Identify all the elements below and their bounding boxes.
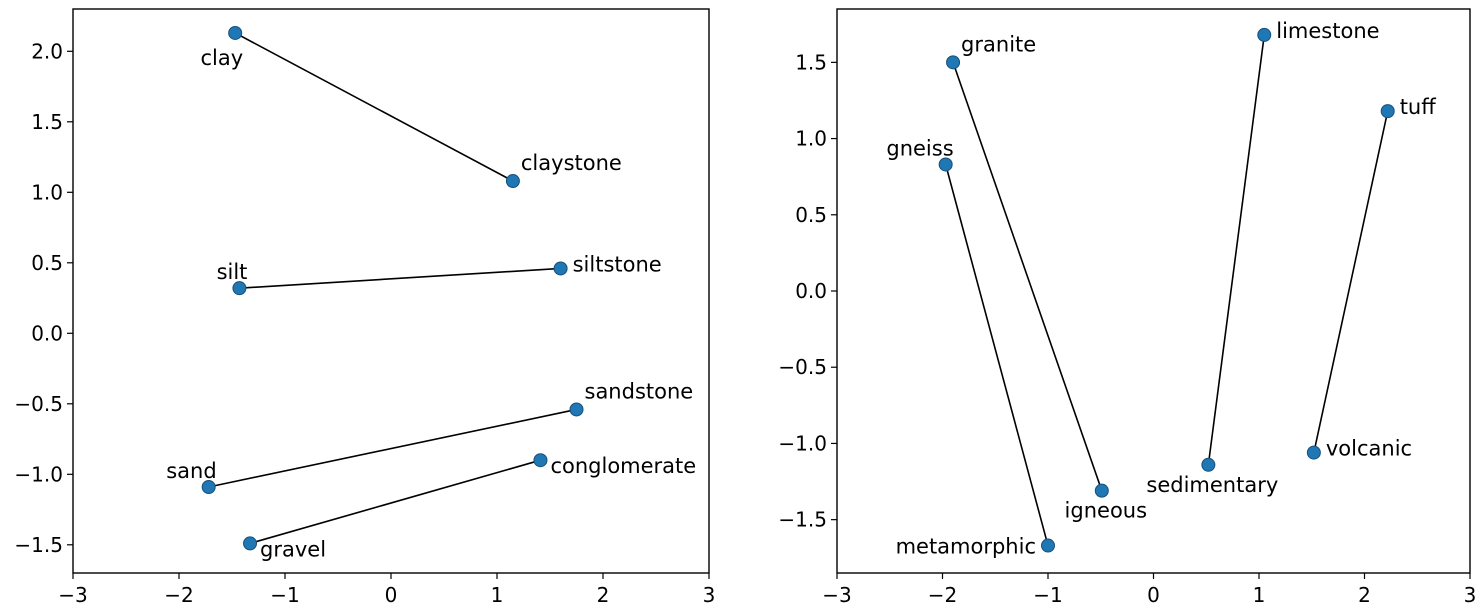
point-marker-sedimentary (1201, 457, 1216, 472)
axes-frame (72, 8, 710, 574)
point-label-siltstone: siltstone (573, 252, 662, 276)
pair-line-granite-igneous (952, 62, 1103, 491)
y-tick-label: 0.5 (795, 203, 827, 227)
point-marker-granite (946, 55, 961, 70)
point-label-igneous: igneous (1065, 499, 1148, 523)
x-tick-label: 1 (491, 583, 504, 607)
x-tick-label: 0 (1147, 583, 1160, 607)
y-tick-label: 1.0 (31, 180, 63, 204)
pair-line-limestone-sedimentary (1207, 34, 1266, 465)
y-tick-label: −1.0 (778, 431, 827, 455)
point-marker-limestone (1257, 27, 1272, 42)
x-tick-label: 1 (1253, 583, 1266, 607)
point-label-silt: silt (217, 260, 248, 284)
y-tick-label: −1.0 (14, 462, 63, 486)
x-tick-label: 3 (703, 583, 716, 607)
y-tick-label: −1.5 (778, 508, 827, 532)
point-label-volcanic: volcanic (1326, 437, 1412, 461)
pair-line-gravel-conglomerate (249, 459, 541, 545)
pair-line-sand-sandstone (208, 408, 577, 488)
pair-line-gneiss-metamorphic (944, 164, 1049, 546)
point-label-claystone: claystone (521, 151, 622, 175)
y-tick-label: −0.5 (14, 392, 63, 416)
pair-line-clay-claystone (234, 32, 514, 182)
y-tick-label: 1.5 (795, 50, 827, 74)
y-tick-label: −1.5 (14, 533, 63, 557)
y-tick-label: 1.0 (795, 127, 827, 151)
point-label-sandstone: sandstone (585, 379, 694, 403)
point-marker-clay (228, 25, 243, 40)
x-tick-label: −2 (928, 583, 957, 607)
point-marker-tuff (1380, 104, 1395, 119)
point-marker-conglomerate (533, 453, 548, 468)
point-marker-igneous (1094, 483, 1109, 498)
point-marker-silt (232, 281, 247, 296)
point-label-limestone: limestone (1276, 19, 1379, 43)
y-tick-label: 0.0 (31, 321, 63, 345)
point-marker-metamorphic (1041, 538, 1055, 553)
pair-line-silt-siltstone (239, 267, 561, 289)
point-label-clay: clay (200, 46, 243, 70)
x-tick-label: −1 (270, 583, 299, 607)
x-tick-label: 2 (597, 583, 610, 607)
y-tick-label: 2.0 (31, 39, 63, 63)
x-tick-label: 3 (1464, 583, 1477, 607)
pair-line-tuff-volcanic (1313, 110, 1389, 453)
point-marker-gravel (243, 536, 258, 551)
point-label-gravel: gravel (260, 537, 326, 561)
point-label-conglomerate: conglomerate (550, 454, 696, 478)
point-marker-siltstone (553, 261, 568, 276)
point-label-gneiss: gneiss (886, 136, 953, 160)
y-tick-label: 0.0 (795, 279, 827, 303)
y-tick-label: −0.5 (778, 355, 827, 379)
point-label-sand: sand (166, 459, 216, 483)
point-label-sedimentary: sedimentary (1146, 473, 1278, 497)
point-marker-claystone (505, 174, 520, 189)
x-tick-label: −3 (822, 583, 851, 607)
x-tick-label: −3 (58, 583, 87, 607)
point-marker-gneiss (938, 157, 953, 172)
right-scatter-panel: −3 −2 −1 0 1 2 3 −1.5 −1.0 −0.5 0.0 0.5 1.0 1.5 granit… (778, 8, 1477, 607)
x-tick-label: 2 (1358, 583, 1371, 607)
left-scatter-panel: −3 −2 −1 0 1 2 3 −1.5 −1.0 −0.5 0.0 0.5 1.0 1.5 2.0 cla… (14, 8, 716, 607)
point-label-metamorphic: metamorphic (896, 535, 1036, 559)
point-marker-sand (201, 479, 216, 494)
x-tick-label: 0 (385, 583, 398, 607)
x-tick-label: −1 (1033, 583, 1062, 607)
point-label-granite: granite (961, 32, 1036, 56)
point-label-tuff: tuff (1400, 95, 1437, 119)
point-marker-sandstone (569, 402, 584, 417)
x-tick-label: −2 (164, 583, 193, 607)
y-tick-label: 0.5 (31, 251, 63, 275)
point-marker-volcanic (1306, 445, 1321, 460)
y-tick-label: 1.5 (31, 110, 63, 134)
